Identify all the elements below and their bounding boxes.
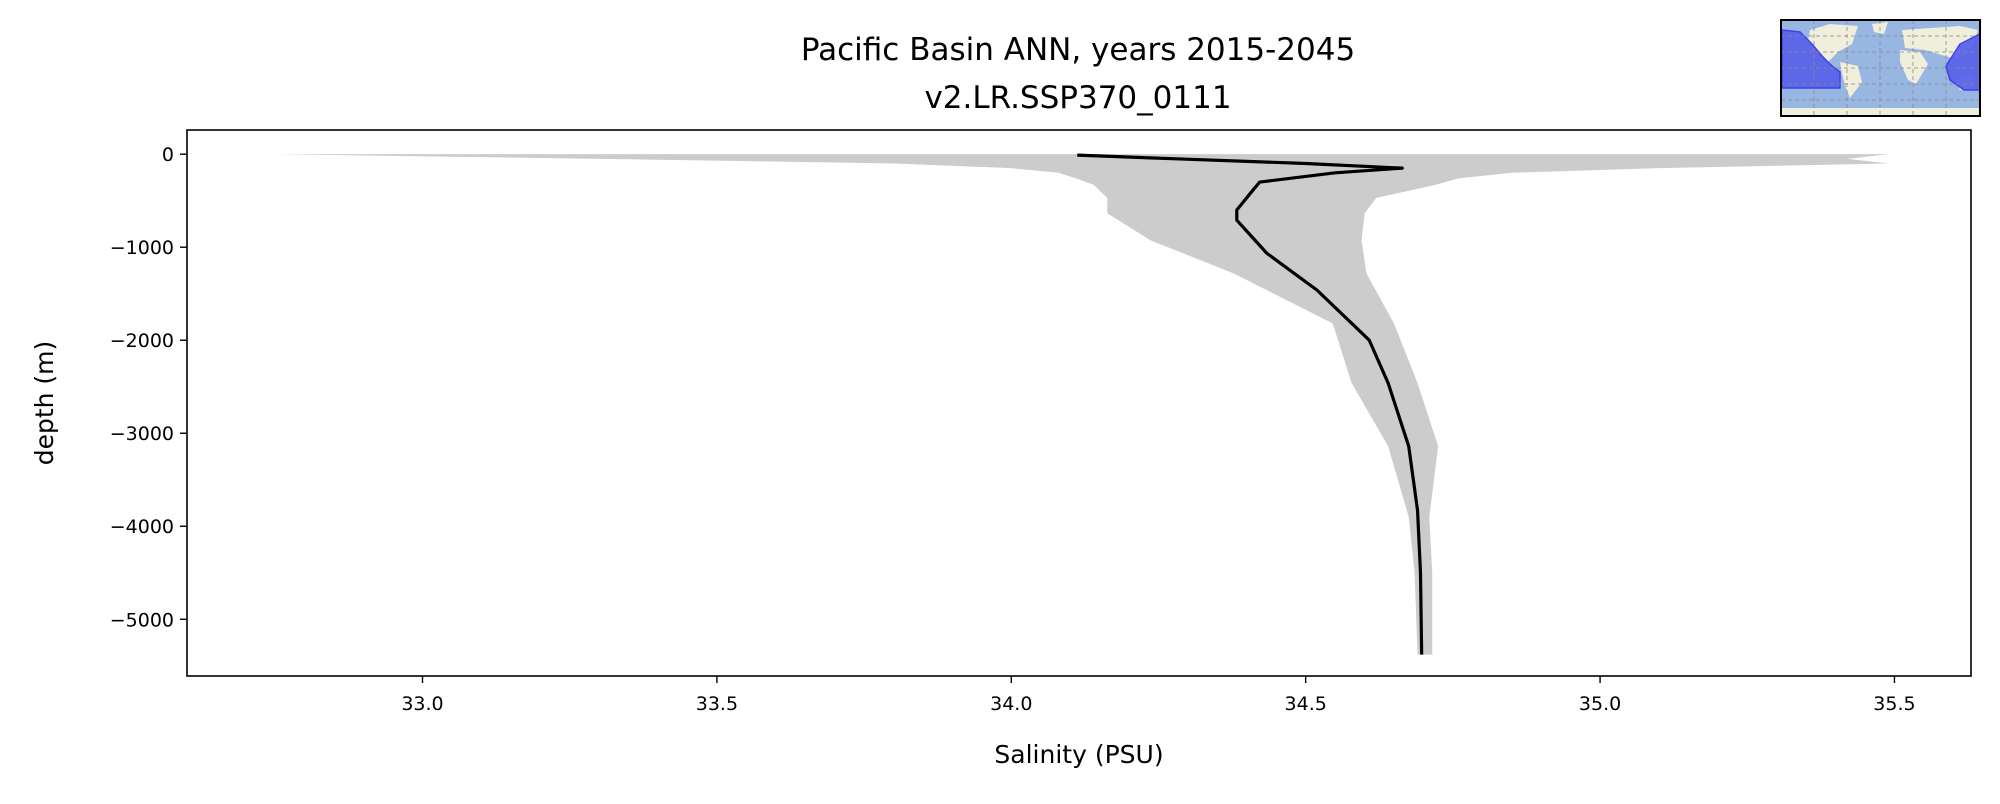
- map-gridlines: [1781, 20, 1980, 116]
- y-tick-label: −1000: [110, 237, 174, 259]
- y-axis-label: depth (m): [30, 341, 59, 466]
- axes-frame: [186, 129, 1972, 677]
- x-axis-label: Salinity (PSU): [994, 740, 1163, 769]
- x-tick-label: 34.5: [1285, 693, 1327, 715]
- x-tick-label: 34.0: [990, 693, 1032, 715]
- x-tick-label: 35.0: [1579, 693, 1621, 715]
- range-band: [275, 154, 1889, 655]
- y-tick-label: −3000: [110, 423, 174, 445]
- y-tick-label: −5000: [110, 609, 174, 631]
- chart-title: Pacific Basin ANN, years 2015-2045: [801, 32, 1355, 68]
- x-tick-label: 33.0: [401, 693, 443, 715]
- chart-subtitle: v2.LR.SSP370_0111: [924, 80, 1231, 116]
- inset-map: [1780, 19, 1981, 117]
- x-axis: 33.0 33.5 34.0 34.5 35.0 35.5: [401, 676, 1916, 715]
- mean-line: [1077, 153, 1424, 655]
- plot-area: [186, 129, 1972, 677]
- y-axis: 0 −1000 −2000 −3000 −4000 −5000: [110, 144, 187, 631]
- x-tick-label: 35.5: [1873, 693, 1915, 715]
- y-tick-label: −2000: [110, 330, 174, 352]
- y-tick-label: 0: [162, 144, 174, 166]
- map-frame: [1780, 19, 1981, 117]
- x-tick-label: 33.5: [696, 693, 738, 715]
- y-tick-label: −4000: [110, 516, 174, 538]
